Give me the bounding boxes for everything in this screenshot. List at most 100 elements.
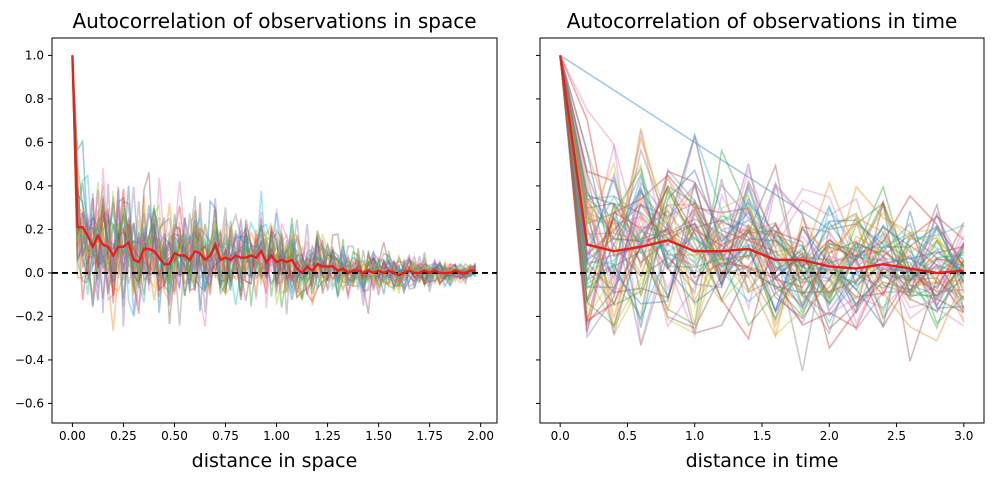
sample-series-line	[559, 55, 965, 327]
sample-series-line	[559, 55, 965, 331]
panel-time: 0.0 0.5 1.0 1.5 2.0 2.5 3.0 Autocorrelation of …	[536, 9, 985, 472]
panel-space: 0.00 0.25 0.50 0.75 1.00 1.25 1.50 1.75 2.00 1.0 0…	[15, 9, 498, 472]
sample-series-line	[71, 55, 477, 305]
x-tick-label: 0.50	[161, 429, 188, 443]
sample-series-line	[559, 55, 965, 326]
sample-series-line	[559, 55, 965, 328]
sample-series-line	[559, 55, 964, 340]
sample-series-line	[71, 55, 476, 317]
x-tick-label: 2.5	[887, 429, 906, 443]
sample-series-line	[559, 55, 965, 321]
chart-title-space: Autocorrelation of observations in space	[72, 9, 476, 33]
sample-series-line	[559, 55, 965, 331]
y-tick-label: 0.2	[25, 222, 44, 236]
sample-series-line	[559, 55, 965, 299]
sample-series-line	[559, 54, 965, 275]
sample-series-line	[71, 55, 477, 306]
sample-series-line	[559, 55, 965, 333]
sample-series-line	[559, 55, 965, 321]
sample-series-line	[559, 55, 965, 305]
y-tick-label: −0.6	[15, 396, 44, 410]
x-tick-label: 2.0	[820, 429, 839, 443]
sample-series-line	[559, 55, 965, 279]
plot-area	[540, 54, 984, 372]
sample-series-line	[559, 55, 965, 345]
sample-series-line	[559, 55, 965, 305]
sample-series-line	[559, 55, 965, 329]
sample-series-line	[71, 55, 476, 297]
sample-series-line	[559, 55, 965, 337]
sample-series-line	[559, 55, 965, 339]
sample-series-line	[559, 55, 964, 340]
sample-series-line	[71, 55, 476, 308]
sample-series-line	[559, 55, 965, 314]
sample-series-line	[559, 55, 965, 330]
sample-series-line	[559, 55, 965, 313]
y-tick-label: 0.8	[25, 92, 44, 106]
x-tick-label: 1.00	[263, 429, 290, 443]
sample-series-line	[559, 55, 965, 320]
plot-area	[52, 55, 497, 331]
sample-series-line	[559, 55, 965, 305]
x-tick-label: 0.75	[212, 429, 239, 443]
sample-series-line	[559, 55, 965, 328]
sample-series-line	[559, 55, 965, 329]
sample-series-line	[559, 55, 965, 335]
sample-series-line	[71, 55, 476, 297]
x-tick-label: 1.25	[314, 429, 341, 443]
sample-series-line	[559, 55, 965, 324]
sample-series-line	[559, 55, 965, 320]
sample-series-line	[71, 55, 477, 299]
sample-series-line	[559, 55, 965, 305]
sample-series-line	[559, 55, 965, 362]
sample-series-line	[559, 55, 965, 321]
y-tick-label: 0.4	[25, 179, 44, 193]
y-tick-label: −0.2	[15, 309, 44, 323]
x-tick-label: 1.50	[365, 429, 392, 443]
sample-series-line	[559, 55, 965, 325]
x-tick-label: 2.00	[467, 429, 494, 443]
sample-series-line	[559, 55, 965, 322]
sample-series-line	[559, 55, 965, 350]
mean-series-line	[71, 55, 476, 277]
x-tick-label: 0.0	[551, 429, 570, 443]
sample-series-line	[559, 55, 964, 328]
sample-series-line	[71, 55, 476, 315]
x-axis-label-time: distance in time	[686, 450, 839, 472]
x-axis-label-space: distance in space	[192, 450, 358, 472]
sample-series-line	[559, 55, 965, 317]
sample-series-line	[559, 55, 964, 327]
sample-series-line	[559, 55, 965, 309]
x-tick-label: 0.5	[618, 429, 637, 443]
sample-series-line	[559, 55, 965, 336]
sample-series-line	[559, 55, 965, 313]
sample-series-line	[71, 55, 477, 312]
mean-series-line	[559, 55, 964, 275]
sample-series-line	[559, 55, 965, 337]
x-tick-label: 0.00	[59, 429, 86, 443]
sample-series-line	[559, 55, 965, 332]
sample-series-line	[559, 55, 965, 335]
chart-title-time: Autocorrelation of observations in time	[567, 9, 958, 33]
x-tick-label: 0.25	[110, 429, 137, 443]
sample-series-line	[559, 55, 965, 342]
y-tick-label: 1.0	[25, 48, 44, 62]
sample-series-line	[559, 55, 965, 346]
y-tick-label: 0.0	[25, 266, 44, 280]
sample-series-line	[71, 55, 477, 313]
y-tick-label: −0.4	[15, 353, 44, 367]
sample-series-line	[559, 55, 965, 335]
sample-series-line	[71, 55, 477, 296]
sample-series-line	[71, 55, 476, 306]
sample-series-line	[559, 55, 965, 298]
x-tick-label: 1.5	[752, 429, 771, 443]
sample-series-line	[71, 55, 476, 326]
sample-series-line	[559, 55, 965, 321]
axes-frame	[51, 37, 498, 424]
sample-series-line	[71, 55, 476, 331]
y-tick-label: 0.6	[25, 135, 44, 149]
sample-series-line	[559, 55, 965, 308]
x-tick-label: 1.0	[685, 429, 704, 443]
sample-series-line	[559, 55, 964, 372]
